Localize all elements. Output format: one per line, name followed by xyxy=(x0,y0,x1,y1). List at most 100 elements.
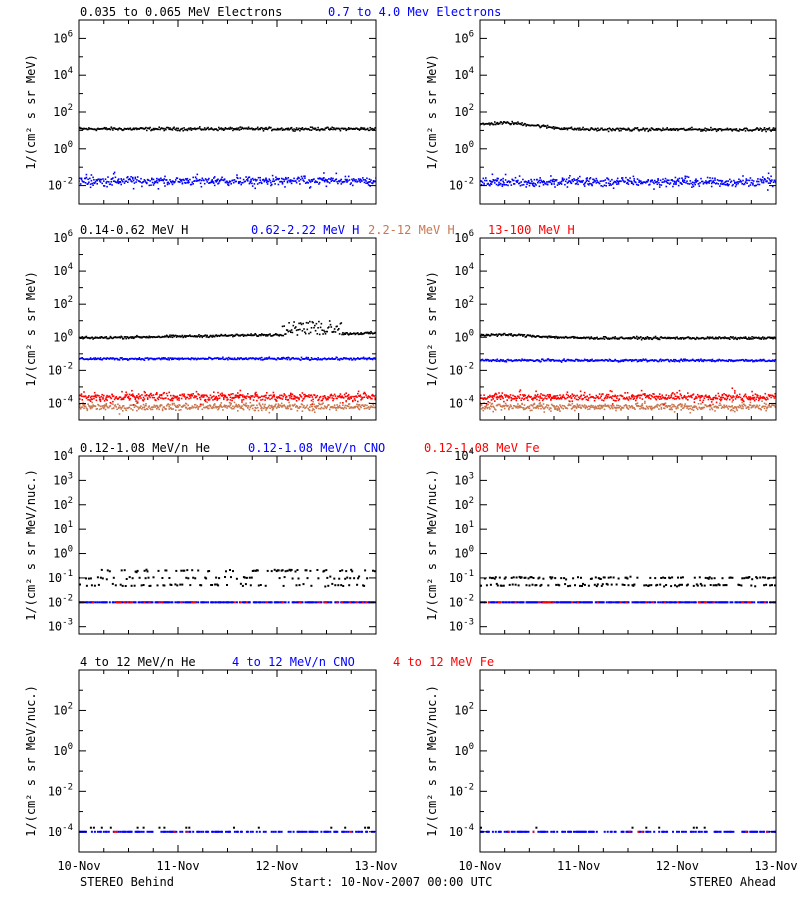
data-point xyxy=(271,407,274,409)
legend-electrons-0: 0.035 to 0.065 MeV Electrons xyxy=(80,5,282,19)
data-point xyxy=(308,394,310,396)
data-point xyxy=(208,177,210,180)
data-point xyxy=(215,128,218,130)
data-point xyxy=(560,337,563,339)
data-point xyxy=(213,403,216,405)
data-point xyxy=(173,126,175,129)
data-point xyxy=(205,405,208,408)
data-point xyxy=(756,127,758,129)
data-point xyxy=(498,392,500,394)
data-point xyxy=(588,408,591,410)
data-point xyxy=(545,125,547,128)
data-point xyxy=(727,184,729,187)
data-point xyxy=(231,399,233,402)
data-point xyxy=(366,407,369,409)
data-point xyxy=(350,406,352,408)
data-point xyxy=(678,337,681,340)
data-point xyxy=(194,128,197,131)
y-tick-label: 106 xyxy=(53,229,73,245)
data-point xyxy=(79,398,81,400)
data-point xyxy=(692,337,695,339)
data-point xyxy=(770,406,772,408)
data-point xyxy=(218,126,220,129)
data-point xyxy=(135,127,137,129)
data-point xyxy=(532,407,535,409)
data-point xyxy=(100,178,103,181)
data-point xyxy=(482,398,485,401)
data-point xyxy=(662,127,664,130)
data-point xyxy=(270,394,272,397)
data-point xyxy=(307,356,309,359)
data-point xyxy=(522,359,524,361)
data-point xyxy=(579,404,581,406)
data-point xyxy=(79,357,81,360)
data-point xyxy=(576,181,579,183)
data-point xyxy=(625,358,627,361)
data-point xyxy=(552,178,555,181)
data-point xyxy=(555,408,557,410)
data-point xyxy=(595,128,598,130)
data-point xyxy=(608,184,611,187)
data-point xyxy=(110,126,113,128)
data-point xyxy=(222,127,224,130)
data-point xyxy=(352,407,355,409)
data-point xyxy=(517,179,519,182)
data-point xyxy=(752,405,754,407)
data-point xyxy=(298,407,300,409)
data-point xyxy=(166,335,169,337)
data-point xyxy=(772,127,775,129)
data-point xyxy=(501,185,504,187)
data-point xyxy=(625,404,627,406)
data-point xyxy=(642,127,645,129)
data-point xyxy=(101,393,103,396)
data-point xyxy=(561,177,564,179)
data-point xyxy=(199,182,202,185)
data-point xyxy=(227,358,229,361)
data-point xyxy=(560,405,562,408)
data-point xyxy=(633,407,635,409)
data-point xyxy=(165,179,168,181)
data-point xyxy=(232,181,235,184)
data-point xyxy=(578,396,580,399)
data-point xyxy=(248,396,251,398)
data-point xyxy=(558,183,560,185)
data-point xyxy=(333,330,335,333)
data-point xyxy=(526,406,528,409)
data-point xyxy=(206,406,208,409)
data-point xyxy=(557,336,560,338)
data-point xyxy=(210,127,213,129)
data-point xyxy=(172,127,175,129)
data-point xyxy=(597,338,599,340)
data-point xyxy=(267,397,270,399)
data-point xyxy=(485,404,488,407)
data-point xyxy=(555,359,557,362)
data-point xyxy=(285,333,287,335)
data-point xyxy=(518,406,521,409)
data-point xyxy=(114,397,117,399)
data-point xyxy=(301,392,304,394)
data-point xyxy=(247,358,249,361)
data-point xyxy=(105,127,108,129)
data-point xyxy=(373,406,376,409)
data-point xyxy=(121,336,123,338)
data-point xyxy=(299,359,302,361)
data-point xyxy=(249,181,252,184)
data-point xyxy=(120,398,122,401)
data-point xyxy=(229,180,232,183)
data-point xyxy=(611,129,613,132)
data-point xyxy=(295,326,297,328)
data-point xyxy=(304,332,307,335)
data-point xyxy=(693,128,696,131)
data-point xyxy=(235,180,237,183)
data-point xyxy=(160,127,163,129)
data-point xyxy=(739,406,742,408)
data-point xyxy=(218,357,221,360)
data-point xyxy=(238,405,241,408)
data-point xyxy=(630,129,632,131)
data-point xyxy=(550,182,553,185)
data-point xyxy=(772,337,775,340)
data-point xyxy=(363,391,366,394)
data-point xyxy=(322,407,324,410)
data-point xyxy=(192,176,194,179)
data-point xyxy=(670,129,673,131)
